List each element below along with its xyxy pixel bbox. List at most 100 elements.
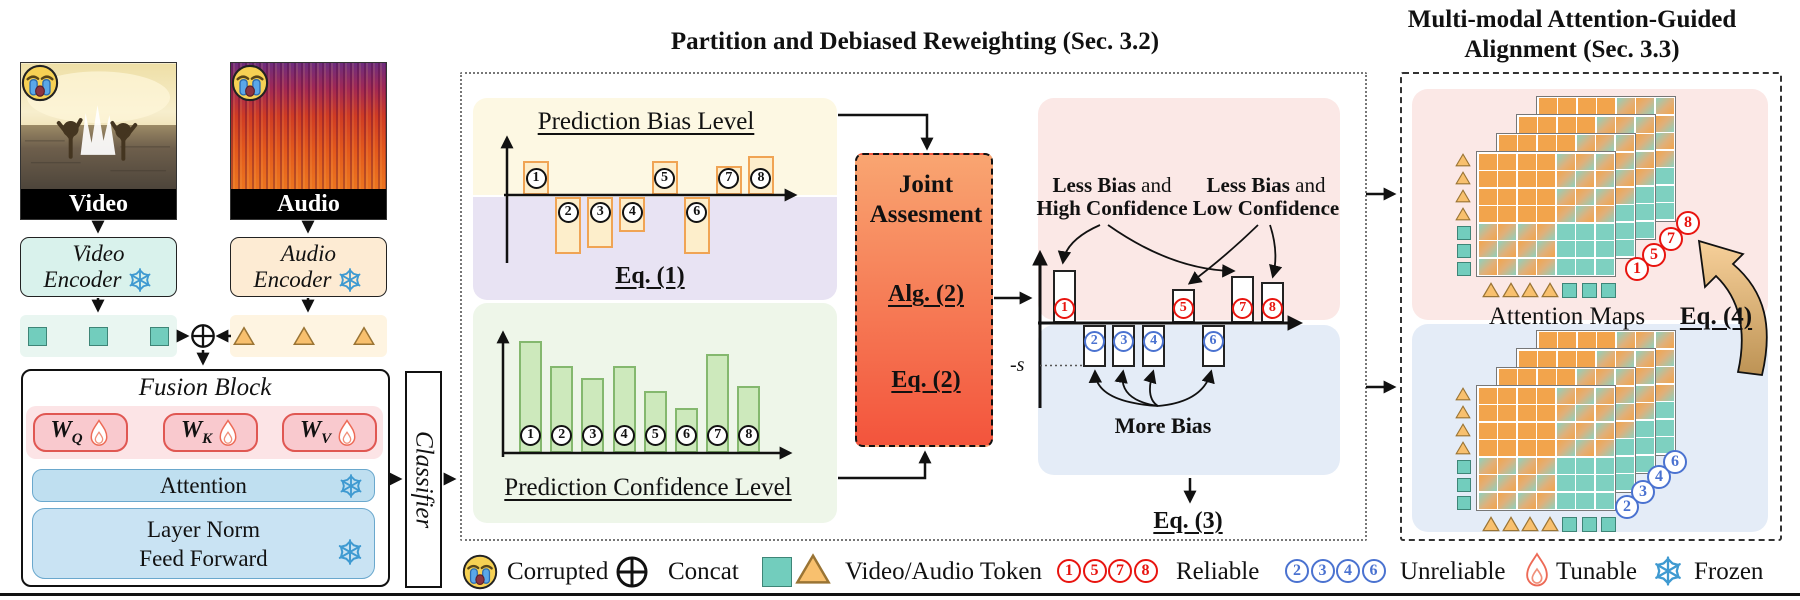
attention-cell (1635, 134, 1654, 151)
attention-cell (1595, 241, 1614, 257)
alignment-panel-border (1400, 72, 1782, 541)
legend-unreliable-label: Unreliable (1400, 558, 1506, 585)
video-encoder-line2: Encoder (43, 267, 122, 292)
concat-icon (190, 323, 216, 349)
attention-cell (1655, 437, 1674, 454)
audio-token-icon (1521, 516, 1539, 532)
audio-token-icon (1455, 441, 1471, 455)
frozen-icon (337, 267, 363, 293)
attention-cell (1635, 204, 1654, 221)
attention-cell (1655, 133, 1674, 150)
attention-maps-label: Attention Maps (1488, 303, 1646, 330)
video-token-icon (1581, 517, 1597, 532)
attention-cell (1595, 457, 1614, 474)
attention-cell (1478, 206, 1497, 222)
attention-cell (1537, 387, 1555, 404)
audio-encoder-box: Audio Encoder (230, 237, 387, 297)
attention-cell (1595, 223, 1614, 240)
bias-bar-number: 8 (750, 167, 772, 189)
attention-cell (1576, 475, 1594, 491)
wk-label: WK (180, 417, 213, 447)
frozen-icon (336, 538, 364, 566)
attention-cell (1478, 223, 1497, 240)
attention-cell (1518, 116, 1537, 133)
label-high-line2: High Confidence (1036, 196, 1188, 220)
attention-cell (1576, 492, 1594, 509)
audio-token-icon (1541, 282, 1559, 298)
corrupted-emoji-icon (21, 64, 59, 102)
attention-cell (1595, 405, 1614, 421)
reliable-map-number: 8 (1676, 211, 1700, 235)
attention-cell (1556, 492, 1575, 509)
layer-norm-label: Layer Norm (146, 516, 261, 542)
audio-token-icon (1541, 516, 1559, 532)
attention-cell (1595, 188, 1614, 205)
audio-token-icon (1455, 405, 1471, 419)
video-token-icon (1456, 244, 1471, 258)
legend-corrupted-label: Corrupted (507, 558, 609, 585)
wv-label: WV (299, 417, 332, 447)
audio-token-icon (233, 326, 255, 346)
attention-cell (1616, 116, 1634, 133)
tunable-flame-icon (1522, 552, 1552, 588)
more-bias-label: More Bias (1114, 413, 1212, 438)
attention-cell (1517, 405, 1536, 421)
video-thumbnail: Video (20, 62, 177, 220)
attention-cell (1576, 422, 1594, 439)
attention-cell (1576, 258, 1594, 275)
attention-cell (1576, 387, 1594, 404)
attention-cell (1655, 150, 1674, 167)
attention-cell (1537, 153, 1555, 170)
attention-cell (1655, 115, 1674, 132)
alg2-label: Alg. (2) (888, 281, 964, 307)
attention-cell (1556, 475, 1575, 491)
attention-cell (1655, 332, 1674, 349)
audio-token-icon (293, 326, 315, 346)
attention-cell (1557, 135, 1575, 152)
attention-cell (1538, 350, 1556, 367)
attention-cell (1517, 206, 1536, 222)
audio-token-icon (1455, 171, 1471, 185)
video-token-icon (150, 327, 169, 346)
legend-audio-token-icon (795, 553, 831, 585)
attention-cell (1655, 367, 1674, 384)
eq4-label: Eq. (4) (1679, 303, 1753, 330)
label-low-bold: Less Bias (1206, 173, 1290, 197)
attention-cell (1595, 440, 1614, 456)
attention-cell (1537, 440, 1555, 456)
tunable-flame-icon (335, 419, 359, 447)
attention-cell (1615, 170, 1634, 187)
attention-cell (1615, 456, 1634, 473)
attention-cell (1556, 387, 1575, 404)
attention-cell (1615, 439, 1634, 456)
legend-reliable-label: Reliable (1176, 558, 1260, 585)
legend-video-token-icon (762, 557, 792, 587)
reliable-token-number: 5 (1172, 297, 1194, 319)
attention-cell (1635, 438, 1654, 455)
video-token-icon (1562, 517, 1577, 532)
attention-cell (1478, 440, 1497, 456)
attention-cell (1517, 188, 1536, 205)
label-less-bias-high-confidence: Less Bias and High Confidence (1036, 174, 1187, 220)
bias-bar-number: 4 (621, 201, 643, 223)
confidence-bar-number: 2 (551, 424, 573, 446)
confidence-bar-number: 8 (738, 424, 760, 446)
attention-cell (1517, 387, 1536, 404)
corrupted-emoji-icon (462, 554, 498, 590)
wv-box: WV (282, 413, 377, 452)
unreliable-token-number: 2 (1083, 330, 1105, 352)
attention-cell (1615, 369, 1634, 386)
audio-encoder-line1: Audio (281, 241, 336, 266)
attention-cell (1556, 188, 1575, 205)
video-scene-image (21, 63, 176, 191)
attention-cell (1498, 422, 1516, 439)
audio-token-icon (1502, 282, 1520, 298)
attention-cell (1498, 475, 1516, 491)
attention-cell (1556, 422, 1575, 439)
attention-cell (1556, 440, 1575, 456)
attention-cell (1576, 206, 1594, 222)
attention-cell (1537, 369, 1556, 386)
classifier-box: Classifier (405, 371, 442, 588)
audio-encoder-line2: Encoder (253, 267, 332, 292)
